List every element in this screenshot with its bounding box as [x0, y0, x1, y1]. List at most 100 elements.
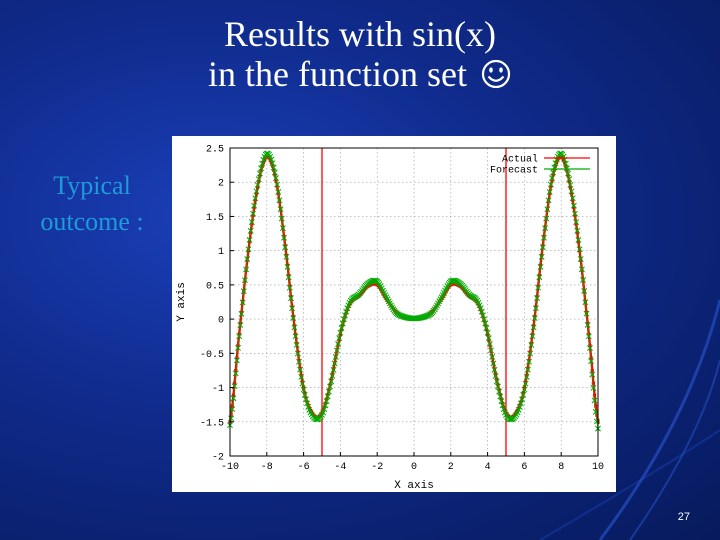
- forecast-point: [250, 210, 256, 217]
- forecast-point: [496, 388, 503, 395]
- forecast-point: [485, 335, 492, 342]
- forecast-point: [522, 380, 529, 387]
- forecast-point: [325, 388, 332, 395]
- forecast-point: [526, 358, 532, 365]
- x-axis-label: X axis: [394, 480, 434, 492]
- forecast-point: [490, 360, 497, 367]
- actual-point: [325, 397, 329, 401]
- forecast-point: [539, 244, 546, 251]
- forecast-point: [229, 406, 236, 413]
- forecast-point: [545, 197, 552, 204]
- forecast-point: [240, 288, 247, 295]
- forecast-point: [481, 316, 488, 323]
- forecast-point: [590, 384, 597, 391]
- slide-title-line2: in the function set: [0, 54, 720, 94]
- forecast-point: [255, 176, 262, 183]
- forecast-series: [227, 150, 601, 432]
- forecast-point: [304, 400, 311, 407]
- vertical-lines: [321, 148, 507, 456]
- forecast-point: [301, 391, 308, 398]
- forecast-point: [330, 366, 337, 373]
- x-tick-label: -8: [261, 462, 273, 473]
- y-tick-label: 1.5: [206, 213, 224, 224]
- forecast-point: [277, 206, 284, 213]
- actual-point: [552, 168, 556, 172]
- forecast-point: [273, 175, 279, 182]
- forecast-point: [535, 284, 542, 291]
- forecast-point: [534, 295, 541, 302]
- actual-point: [479, 308, 483, 312]
- forecast-point: [486, 341, 493, 347]
- forecast-point: [289, 305, 296, 312]
- forecast-point: [547, 181, 554, 188]
- forecast-point: [523, 374, 530, 380]
- x-tick-label: 4: [485, 462, 491, 473]
- forecast-point: [566, 176, 573, 183]
- slide-number: 27: [677, 511, 690, 523]
- forecast-point: [232, 370, 239, 377]
- actual-point: [565, 169, 569, 173]
- x-tick-label: 2: [448, 462, 454, 473]
- forecast-point: [248, 219, 255, 226]
- forecast-point: [536, 274, 543, 281]
- forecast-point: [483, 325, 490, 331]
- forecast-point: [335, 341, 342, 347]
- forecast-point: [270, 164, 277, 171]
- tick-labels: -10 -8 -6 -4 -2 0 2 4 6 8 10 -2 -1.5 -1 -0.5 0 0.5 1 1.5 2 2…: [200, 145, 604, 474]
- forecast-point: [279, 225, 286, 232]
- x-tick-label: -10: [221, 462, 239, 473]
- forecast-point: [300, 386, 307, 393]
- forecast-point: [588, 358, 595, 365]
- forecast-point: [577, 256, 584, 262]
- actual-point: [481, 315, 485, 319]
- forecast-point: [258, 165, 265, 172]
- forecast-point: [286, 284, 293, 291]
- forecast-point: [342, 312, 348, 319]
- x-tick-label: 6: [521, 462, 527, 473]
- forecast-point: [552, 160, 559, 167]
- forecast-point: [271, 169, 278, 176]
- forecast-point: [331, 360, 338, 367]
- y-tick-label: -1: [212, 384, 224, 395]
- forecast-point: [477, 305, 484, 312]
- forecast-point: [328, 378, 335, 385]
- forecast-point: [540, 234, 547, 241]
- forecast-point: [294, 350, 301, 357]
- actual-point: [561, 158, 566, 162]
- forecast-point: [565, 170, 572, 177]
- forecast-point: [586, 345, 593, 352]
- x-tick-label: -4: [334, 462, 346, 473]
- forecast-point: [292, 333, 299, 340]
- x-tick-label: -6: [298, 462, 310, 473]
- forecast-point: [573, 219, 580, 226]
- forecast-point: [493, 378, 500, 385]
- forecast-point: [544, 206, 551, 213]
- actual-point: [592, 393, 597, 397]
- forecast-point: [291, 324, 298, 331]
- forecast-point: [256, 170, 263, 177]
- forecast-point: [235, 344, 242, 351]
- slide-title-line1: Results with sin(x): [223, 14, 496, 54]
- actual-point: [556, 158, 560, 162]
- forecast-point: [245, 246, 252, 253]
- actual-point: [343, 315, 347, 319]
- forecast-point: [521, 386, 528, 393]
- forecast-point: [324, 393, 331, 400]
- forecast-point: [589, 371, 596, 378]
- forecast-point: [478, 308, 485, 315]
- forecast-point: [338, 325, 345, 331]
- forecast-point: [230, 395, 237, 402]
- forecast-point: [563, 165, 570, 172]
- forecast-point: [578, 266, 585, 273]
- actual-point: [323, 401, 328, 406]
- forecast-point: [570, 202, 577, 209]
- forecast-point: [252, 195, 259, 202]
- slide-title-line2-text: in the function set: [208, 54, 467, 94]
- forecast-point: [489, 353, 496, 360]
- forecast-point: [546, 189, 553, 195]
- forecast-point: [498, 398, 505, 405]
- forecast-point: [313, 416, 320, 423]
- forecast-point: [529, 333, 536, 340]
- forecast-point: [582, 299, 589, 306]
- forecast-point: [516, 403, 523, 410]
